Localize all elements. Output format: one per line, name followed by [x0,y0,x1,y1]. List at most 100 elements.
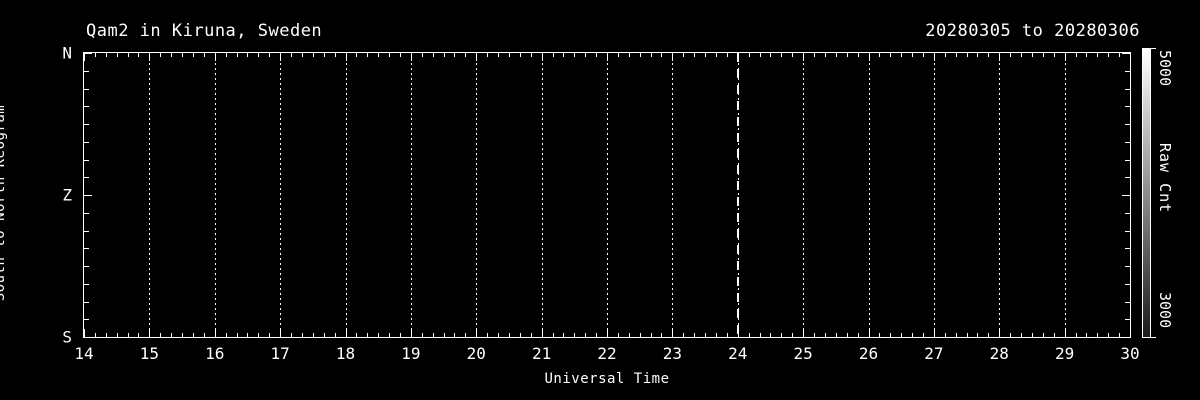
x-axis-tick-minor [715,333,717,337]
x-axis-tick-minor [1053,333,1055,337]
x-axis-tick-minor [487,333,489,337]
x-axis-tick-minor [105,53,107,57]
x-axis-tick-major [214,329,216,337]
y-axis-tick-minor [84,141,89,143]
x-axis-tick-minor [498,333,500,337]
x-axis-tick-major [1064,53,1066,61]
day-boundary-line [737,53,740,337]
x-axis-tick-minor [94,53,96,57]
y-axis-tick-minor [1125,70,1130,72]
y-axis-tick-minor [84,266,89,267]
x-axis-tick-major [868,329,870,337]
x-axis-tick-minor [748,53,750,57]
x-axis-tick-minor [389,53,391,57]
x-axis-tick-minor [639,333,641,337]
x-axis-tick-label: 29 [1054,344,1075,363]
x-axis-tick-minor [312,333,314,337]
x-axis-tick-minor [944,333,946,337]
x-axis-tick-minor [138,53,140,57]
x-axis-tick-label: 18 [335,344,356,363]
x-axis-tick-minor [225,53,227,57]
y-axis-tick-label: S [62,327,72,347]
x-axis-tick-major [476,329,478,337]
x-axis-tick-minor [563,53,565,57]
x-axis-tick-minor [356,53,358,57]
x-axis-tick-minor [160,53,162,57]
x-axis-tick-minor [683,53,685,57]
x-axis-tick-minor [1075,333,1077,337]
colorbar [1142,48,1151,338]
x-axis-tick-minor [1010,333,1012,337]
x-axis-tick-minor [454,333,456,337]
y-axis-tick-minor [84,159,89,161]
x-axis-tick-minor [977,53,979,57]
x-axis-tick-minor [661,53,663,57]
x-axis-tick-minor [922,333,924,337]
x-axis-tick-minor [628,53,630,57]
x-axis-tick-minor [487,53,489,57]
x-axis-tick-minor [182,53,184,57]
x-axis-tick-major [410,329,412,337]
x-axis-tick-minor [639,53,641,57]
x-axis-tick-minor [508,53,510,57]
x-axis-tick-label: 22 [597,344,617,363]
x-axis-tick-minor [356,333,358,337]
x-axis-tick-minor [792,53,794,57]
x-axis-tick-major [149,53,151,61]
x-axis-tick-minor [203,333,205,337]
x-axis-tick-minor [781,333,783,337]
x-axis-tick-minor [617,333,619,337]
plot-frame [83,52,1131,338]
x-axis-tick-minor [116,333,118,337]
keogram-image-panel [84,53,1130,337]
x-axis-tick-minor [1119,333,1121,337]
y-axis-tick-minor [1125,106,1130,108]
x-axis-tick-minor [323,53,325,57]
x-axis-tick-major [607,329,608,337]
y-axis-tick-minor [1125,159,1130,161]
x-axis-tick-minor [759,53,761,57]
x-axis-tick-label: 24 [728,344,748,363]
x-axis-tick-minor [901,53,903,57]
x-axis-tick-minor [694,53,696,57]
x-axis-tick-minor [552,333,554,337]
x-axis-tick-minor [301,53,303,57]
x-axis-tick-minor [334,333,336,337]
x-axis-tick-minor [378,53,380,57]
x-axis-tick-minor [399,53,401,57]
x-axis-tick-minor [498,53,500,57]
x-axis-tick-major [280,329,282,337]
x-axis-tick-minor [421,53,423,57]
x-axis-tick-minor [291,333,293,337]
x-axis-tick-major [541,329,543,337]
x-axis-tick-minor [116,53,118,57]
y-axis-tick-major [1122,195,1130,196]
x-axis-tick-minor [247,333,249,337]
x-axis-tick-minor [94,333,96,337]
x-axis-tick-label: 23 [662,344,683,363]
x-axis-tick-major [345,53,347,61]
x-axis-tick-major [280,53,282,61]
y-axis-tick-minor [1125,230,1130,232]
x-axis-tick-major [999,329,1001,337]
x-axis-tick-minor [955,53,957,57]
x-axis-tick-minor [1031,333,1033,337]
x-axis-tick-minor [726,333,728,337]
x-axis-tick-minor [105,333,107,337]
x-axis-tick-minor [966,53,968,57]
x-axis-tick-minor [1086,53,1088,57]
x-axis-tick-minor [617,53,619,57]
x-axis-tick-minor [443,53,445,57]
x-axis-tick-minor [988,53,990,57]
x-axis-tick-minor [203,53,205,57]
x-axis-tick-minor [650,53,652,57]
y-axis-tick-minor [1125,177,1130,179]
x-axis-tick-major [999,53,1001,61]
gridline-vertical [607,53,608,337]
x-axis-tick-major [84,53,85,61]
y-axis-tick-minor [84,301,89,303]
y-axis-tick-minor [1125,124,1130,125]
gridline-vertical [149,53,151,337]
x-axis-tick-minor [585,333,587,337]
